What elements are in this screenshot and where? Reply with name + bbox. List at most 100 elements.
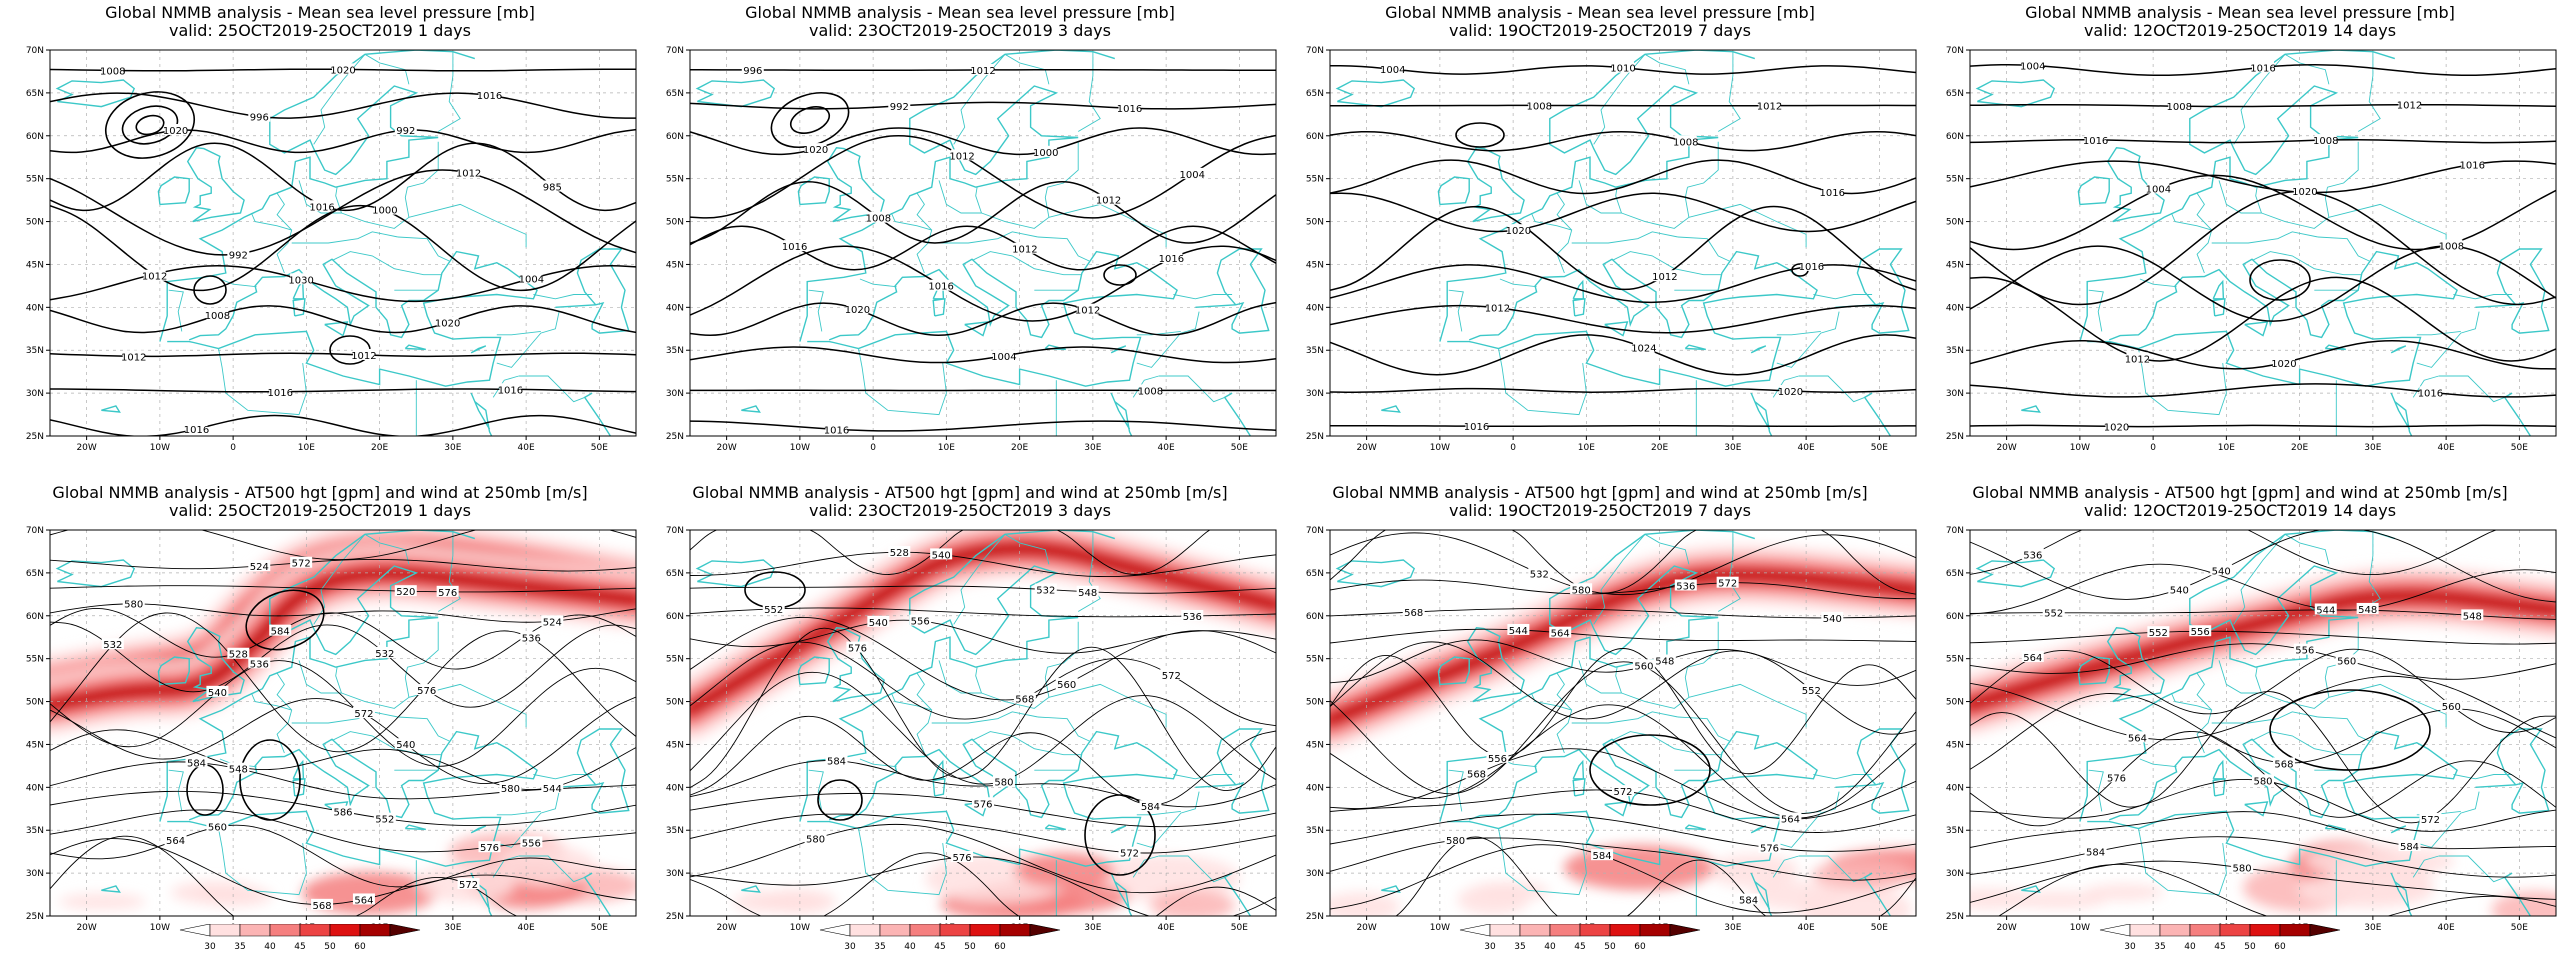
panel-valid-date: valid: 25OCT2019-25OCT2019 1 days bbox=[169, 21, 471, 40]
map-panel-mslp-2: Global NMMB analysis - Mean sea level pr… bbox=[1280, 0, 1920, 480]
contour-label: 1012 bbox=[2397, 101, 2422, 112]
contour-label: 996 bbox=[250, 113, 269, 124]
lat-tick-label: 45N bbox=[1946, 740, 1964, 750]
map-svg: 536 540 544 548 552 556 560 564 568 572 576 580 584 5… bbox=[1946, 526, 2557, 933]
contour-label: 1020 bbox=[845, 305, 870, 316]
lon-tick-label: 20E bbox=[1011, 443, 1028, 453]
contour-label: 1012 bbox=[1485, 304, 1510, 315]
contour-label: 576 bbox=[973, 799, 992, 810]
contour-label: 1016 bbox=[2250, 63, 2275, 74]
contour-label: 1016 bbox=[2460, 160, 2485, 171]
lat-tick-label: 30N bbox=[1946, 869, 1964, 879]
wind-colorbar: 30 35 40 45 50 60 bbox=[1440, 924, 1760, 952]
contour-label: 1016 bbox=[1117, 104, 1142, 115]
contour-label: 544 bbox=[543, 784, 562, 795]
contour-labels: 1020 996 992 985 992 1000 1004 1008 1012 1016 1016… bbox=[100, 63, 564, 436]
contour-label: 528 bbox=[890, 548, 909, 559]
contour-labels: 524 520 524 528 532 536 540 572 580 584 586 576 564 5… bbox=[101, 556, 564, 912]
contour-label: 556 bbox=[1488, 754, 1507, 765]
contour-label: 1008 bbox=[2313, 136, 2338, 147]
lon-tick-label: 30E bbox=[1084, 923, 1101, 933]
contour-label: 564 bbox=[2023, 653, 2042, 664]
country-borders bbox=[2088, 531, 2513, 916]
lon-tick-label: 50E bbox=[1231, 443, 1248, 453]
contour-label: 548 bbox=[1655, 657, 1674, 668]
contour-label: 1020 bbox=[2292, 187, 2317, 198]
panel-title: Global NMMB analysis - AT500 hgt [gpm] a… bbox=[1332, 483, 1868, 502]
contour-label: 572 bbox=[354, 709, 373, 720]
lon-tick-label: 40E bbox=[1158, 443, 1175, 453]
pressure-center bbox=[1103, 264, 1137, 286]
panel-valid-date: valid: 12OCT2019-25OCT2019 14 days bbox=[2083, 21, 2397, 40]
contour-label: 1012 bbox=[142, 272, 167, 283]
colorbar-tick-label: 40 bbox=[1544, 942, 1556, 952]
contour-label: 572 bbox=[1162, 671, 1181, 682]
lon-tick-label: 10W bbox=[790, 443, 810, 453]
lat-tick-label: 30N bbox=[666, 869, 684, 879]
contour-label: 996 bbox=[743, 66, 762, 77]
contour-label: 584 bbox=[271, 627, 290, 638]
contour-label: 1016 bbox=[1464, 422, 1489, 433]
lon-tick-label: 50E bbox=[2511, 923, 2528, 933]
contour-label: 548 bbox=[2358, 605, 2377, 616]
contour-label: 568 bbox=[313, 901, 332, 912]
lat-tick-label: 65N bbox=[1946, 89, 1964, 99]
contour-label: 540 bbox=[869, 618, 888, 629]
lon-tick-label: 30E bbox=[444, 923, 461, 933]
contour-label: 576 bbox=[417, 686, 436, 697]
lat-tick-label: 25N bbox=[1946, 432, 1964, 442]
colorbar-tick-label: 35 bbox=[2154, 942, 2165, 952]
lon-tick-label: 50E bbox=[2511, 443, 2528, 453]
lat-tick-label: 55N bbox=[1306, 655, 1324, 665]
lat-tick-label: 45N bbox=[26, 740, 44, 750]
panel-title: Global NMMB analysis - Mean sea level pr… bbox=[1385, 3, 1815, 22]
lon-tick-label: 40E bbox=[2438, 923, 2455, 933]
lat-tick-label: 55N bbox=[26, 655, 44, 665]
lat-tick-label: 30N bbox=[26, 389, 44, 399]
wind-colorbar: 30 35 40 45 50 60 bbox=[2080, 924, 2400, 952]
lat-tick-label: 40N bbox=[1946, 783, 1964, 793]
lon-tick-label: 20W bbox=[1356, 923, 1376, 933]
contour-label: 1016 bbox=[267, 388, 292, 399]
contour-label: 560 bbox=[1057, 680, 1076, 691]
country-borders bbox=[168, 531, 593, 916]
map-area: 532 536 540 544 548 552 556 560 564 568 572 576 580 5… bbox=[1306, 526, 1917, 933]
panel-title: Global NMMB analysis - AT500 hgt [gpm] a… bbox=[52, 483, 588, 502]
contour-label: 1012 bbox=[970, 66, 995, 77]
lon-tick-label: 50E bbox=[591, 923, 608, 933]
colorbar-tick-label: 50 bbox=[2244, 942, 2256, 952]
contour-label: 560 bbox=[208, 823, 227, 834]
contour-label: 536 bbox=[522, 633, 541, 644]
contour-label: 552 bbox=[2044, 609, 2063, 620]
colorbar-tick-label: 40 bbox=[264, 942, 276, 952]
pressure-center bbox=[135, 114, 165, 136]
lat-tick-label: 60N bbox=[1946, 132, 1964, 142]
map-panel-z500-1: Global NMMB analysis - AT500 hgt [gpm] a… bbox=[640, 480, 1280, 960]
contour-label: 1030 bbox=[288, 275, 313, 286]
panel-title: Global NMMB analysis - AT500 hgt [gpm] a… bbox=[692, 483, 1228, 502]
lon-tick-label: 10W bbox=[1430, 923, 1450, 933]
contour-label: 548 bbox=[1078, 588, 1097, 599]
contour-label: 985 bbox=[543, 183, 562, 194]
lat-tick-label: 70N bbox=[666, 526, 684, 536]
contour-label: 1016 bbox=[184, 425, 209, 436]
lat-tick-label: 65N bbox=[1306, 569, 1324, 579]
contour-label: 572 bbox=[1613, 787, 1632, 798]
colorbar-tick-label: 30 bbox=[204, 942, 216, 952]
panel-title: Global NMMB analysis - Mean sea level pr… bbox=[2025, 3, 2455, 22]
lat-tick-label: 65N bbox=[26, 89, 44, 99]
contour-label: 580 bbox=[501, 784, 520, 795]
contour-label: 584 bbox=[1141, 802, 1160, 813]
lon-tick-label: 10W bbox=[2070, 443, 2090, 453]
contour-label: 524 bbox=[543, 617, 562, 628]
wind-shading bbox=[690, 530, 1276, 916]
lat-tick-label: 65N bbox=[666, 569, 684, 579]
contour-labels: 1004 1008 1008 1016 1004 1020 1008 1012 1020 1016… bbox=[2020, 59, 2485, 433]
panel-title: Global NMMB analysis - Mean sea level pr… bbox=[105, 3, 535, 22]
panel-valid-date: valid: 12OCT2019-25OCT2019 14 days bbox=[2083, 501, 2397, 520]
contour-label: 572 bbox=[459, 880, 478, 891]
contour-label: 1016 bbox=[1820, 188, 1845, 199]
lat-tick-label: 70N bbox=[1946, 526, 1964, 536]
map-area: 1020 996 992 985 992 1000 1004 1008 1012 1016 1016… bbox=[26, 46, 637, 453]
lat-tick-label: 35N bbox=[666, 346, 684, 356]
